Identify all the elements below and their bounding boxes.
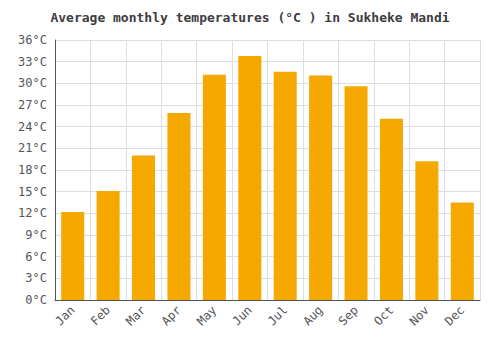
- svg-text:3°C: 3°C: [25, 271, 47, 285]
- svg-text:Jan: Jan: [52, 303, 77, 328]
- svg-text:24°C: 24°C: [18, 120, 47, 134]
- svg-text:0°C: 0°C: [25, 293, 47, 307]
- svg-text:Feb: Feb: [88, 303, 113, 328]
- svg-text:6°C: 6°C: [25, 250, 47, 264]
- svg-text:May: May: [194, 303, 219, 328]
- svg-text:Aug: Aug: [300, 303, 325, 328]
- svg-text:36°C: 36°C: [18, 33, 47, 47]
- svg-text:15°C: 15°C: [18, 185, 47, 199]
- svg-text:9°C: 9°C: [25, 228, 47, 242]
- svg-text:Nov: Nov: [407, 303, 432, 328]
- svg-text:Apr: Apr: [159, 303, 184, 328]
- svg-text:30°C: 30°C: [18, 76, 47, 90]
- svg-text:Average monthly temperatures (: Average monthly temperatures (°C ) in Su…: [50, 10, 449, 25]
- svg-text:Oct: Oct: [371, 303, 396, 328]
- svg-text:18°C: 18°C: [18, 163, 47, 177]
- svg-text:Sep: Sep: [336, 303, 361, 328]
- svg-text:Dec: Dec: [442, 303, 467, 328]
- svg-text:33°C: 33°C: [18, 55, 47, 69]
- svg-text:12°C: 12°C: [18, 206, 47, 220]
- svg-text:Jun: Jun: [230, 303, 255, 328]
- svg-text:27°C: 27°C: [18, 98, 47, 112]
- svg-text:21°C: 21°C: [18, 141, 47, 155]
- svg-text:Mar: Mar: [123, 303, 148, 328]
- svg-text:Jul: Jul: [265, 303, 290, 328]
